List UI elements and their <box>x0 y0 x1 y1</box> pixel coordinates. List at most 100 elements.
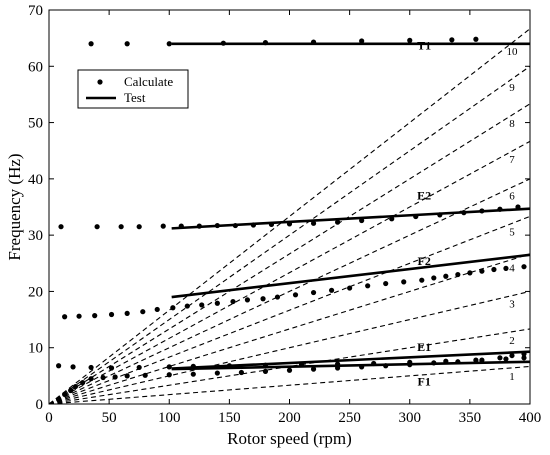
calculate-point <box>371 360 377 367</box>
y-tick-label: 10 <box>28 341 43 357</box>
y-axis-title: Frequency (Hz) <box>5 153 24 260</box>
calculate-point <box>292 292 299 298</box>
calculate-point <box>56 363 62 369</box>
calculate-point <box>190 371 196 377</box>
calculate-point <box>196 223 202 229</box>
y-tick-label: 30 <box>28 228 43 244</box>
calculate-point <box>88 41 94 47</box>
x-tick-label: 100 <box>158 410 181 426</box>
calculate-point <box>473 36 479 42</box>
calculate-point <box>455 359 461 365</box>
calculate-point <box>521 355 527 361</box>
y-tick-label: 50 <box>28 116 43 132</box>
calculate-point <box>298 362 305 368</box>
x-tick-label: 200 <box>278 410 301 426</box>
harmonic-line <box>49 253 530 404</box>
calculate-point <box>68 387 74 394</box>
harmonic-label: 10 <box>507 46 519 58</box>
calculate-point <box>310 39 317 45</box>
calculate-point <box>199 302 205 308</box>
test-lines <box>171 42 531 371</box>
calculate-point <box>335 219 341 225</box>
calculate-point <box>142 372 148 378</box>
harmonic-line <box>49 215 530 404</box>
harmonic-labels: 1 2 3 4 5 6 7 8 9 10 <box>507 46 519 383</box>
calculate-point <box>479 357 485 363</box>
calculate-points <box>56 36 527 403</box>
calculate-point <box>124 373 130 379</box>
calculate-point <box>230 298 236 305</box>
calculate-point <box>76 313 82 319</box>
y-tick-label: 20 <box>28 284 43 300</box>
mode-label: E1 <box>417 340 431 354</box>
calculate-point <box>214 370 220 376</box>
test-line <box>171 360 531 371</box>
plot-frame <box>48 9 531 405</box>
test-line <box>171 207 531 230</box>
calculate-point <box>328 287 335 293</box>
calculate-point <box>359 217 365 224</box>
x-tick-label: 300 <box>399 410 422 426</box>
calculate-point <box>509 352 515 359</box>
calculate-point <box>431 275 437 281</box>
calculate-point <box>108 365 115 371</box>
calculate-point <box>443 273 449 279</box>
calculate-point <box>383 280 389 287</box>
harmonic-label: 6 <box>509 190 515 202</box>
calculate-point <box>383 363 389 369</box>
calculate-point <box>262 40 269 46</box>
calculate-point <box>286 221 293 227</box>
harmonic-line <box>49 328 530 404</box>
calculate-point <box>274 294 281 300</box>
calculate-point <box>136 364 142 371</box>
calculate-point <box>80 380 86 386</box>
calculate-point <box>160 223 166 229</box>
calculate-point <box>112 374 118 380</box>
harmonic-line <box>49 178 530 404</box>
calculate-point <box>310 366 317 372</box>
y-tick-label: 60 <box>28 59 43 75</box>
calculate-point <box>521 264 527 270</box>
calculate-point <box>166 41 172 47</box>
calculate-point <box>94 224 100 230</box>
harmonic-label: 3 <box>509 299 515 311</box>
y-tick-label: 0 <box>36 397 44 413</box>
test-line <box>171 253 531 299</box>
calculate-point <box>154 306 160 313</box>
calculate-point <box>70 364 76 370</box>
calculate-point <box>407 362 413 368</box>
calculate-point <box>250 222 257 228</box>
legend-label: Test <box>124 90 146 105</box>
calculate-point <box>419 277 425 283</box>
calculate-point <box>359 364 365 370</box>
calculate-point <box>407 37 413 43</box>
harmonic-label: 2 <box>509 335 515 347</box>
calculate-point <box>238 369 244 376</box>
calculate-point <box>262 368 269 374</box>
calculate-point <box>443 358 449 364</box>
calculate-point <box>503 356 509 362</box>
calculate-point <box>479 268 485 274</box>
calculate-point <box>124 41 130 47</box>
calculate-point <box>226 363 232 369</box>
mode-labels: T1 E2 F2 E1 F1 <box>417 38 431 388</box>
y-tick-label: 40 <box>28 172 43 188</box>
calculate-point <box>335 361 341 367</box>
harmonic-label: 5 <box>509 226 515 238</box>
calculate-point <box>88 376 94 382</box>
calculate-point <box>220 40 226 46</box>
calculate-point <box>140 309 146 315</box>
mode-label: T1 <box>417 38 431 52</box>
calculate-point <box>62 314 68 320</box>
calculate-point <box>136 224 142 230</box>
calculate-point <box>431 360 437 366</box>
calculate-point <box>262 362 269 368</box>
calculate-point <box>170 305 176 311</box>
calculate-point <box>100 374 106 381</box>
calculate-point <box>166 364 172 370</box>
calculate-point <box>124 310 130 316</box>
calculate-point <box>58 224 64 230</box>
calculate-point <box>214 300 220 306</box>
